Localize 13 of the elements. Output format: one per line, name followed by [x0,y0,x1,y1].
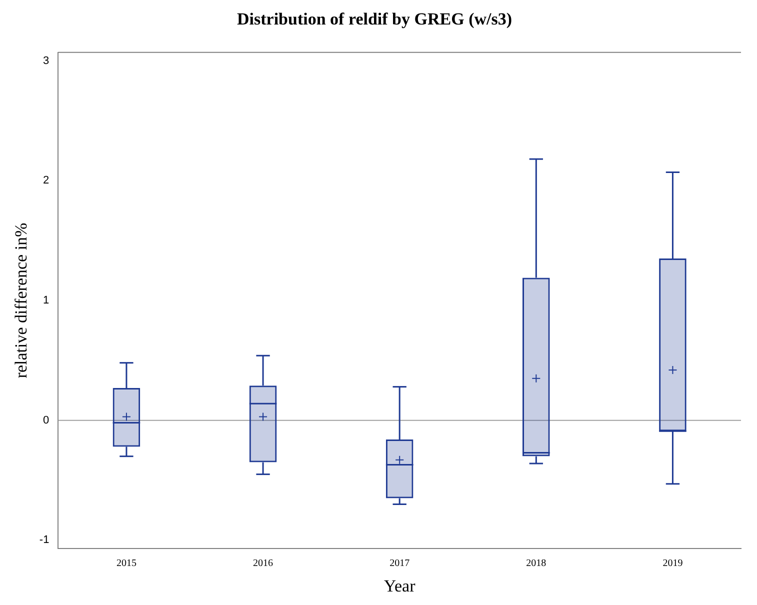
y-tick-label: 0 [43,414,50,426]
chart-title: Distribution of reldif by GREG (w/s3) [236,10,512,29]
x-tick-label: 2016 [253,558,274,570]
x-axis-title: Year [384,576,416,596]
y-tick-label: 1 [43,294,50,307]
y-tick-label: 3 [43,54,50,67]
x-tick-label: 2018 [526,558,546,570]
x-tick-label: 2019 [662,558,683,570]
x-tick-label: 2015 [116,558,136,570]
y-tick-label: -1 [39,534,50,546]
x-tick-label: 2017 [390,558,410,570]
y-axis-title: relative difference in% [12,222,31,378]
y-tick-label: 2 [43,174,50,187]
